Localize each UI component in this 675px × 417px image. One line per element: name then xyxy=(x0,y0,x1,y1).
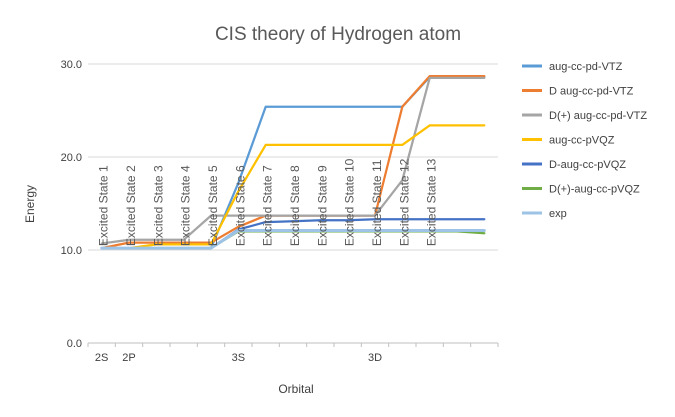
annotation-label: Excited State 10 xyxy=(343,158,357,246)
series-line-6 xyxy=(100,229,486,250)
legend-label: D(+) aug-cc-pd-VTZ xyxy=(549,110,647,122)
y-tick-label: 10.0 xyxy=(61,245,82,257)
annotation-label: Excited State 12 xyxy=(397,158,411,246)
x-category-label: 2P xyxy=(122,352,135,364)
legend-label: exp xyxy=(549,208,567,220)
y-axis-title: Energy xyxy=(23,185,37,223)
legend-label: D aug-cc-pd-VTZ xyxy=(549,86,634,98)
x-category-labels: 2S 2P 3S 3D xyxy=(87,343,499,364)
legend-label: D(+)-aug-cc-pVQZ xyxy=(549,184,640,196)
x-category-label: 2S xyxy=(95,352,108,364)
annotation-label: Excited State 5 xyxy=(206,165,220,246)
annotation-label: Excited State 2 xyxy=(124,165,138,246)
annotation-label: Excited State 9 xyxy=(315,165,329,246)
legend-label: aug-cc-pVQZ xyxy=(549,135,615,147)
x-category-label: 3D xyxy=(368,352,382,364)
chart-title: CIS theory of Hydrogen atom xyxy=(215,24,461,45)
y-tick-label: 20.0 xyxy=(61,152,82,164)
annotation-label: Excited State 1 xyxy=(97,165,111,246)
annotations: Excited State 1 Excited State 2 Excited St… xyxy=(97,158,439,246)
legend: aug-cc-pd-VTZ D aug-cc-pd-VTZ D(+) aug-cc-… xyxy=(522,61,647,220)
legend-label: aug-cc-pd-VTZ xyxy=(549,61,623,73)
legend-label: D-aug-cc-pVQZ xyxy=(549,159,626,171)
x-axis-title: Orbital xyxy=(278,382,313,396)
series-line-2 xyxy=(100,76,486,245)
annotation-label: Excited State 6 xyxy=(233,165,247,246)
series-lines xyxy=(100,74,486,250)
annotation-label: Excited State 4 xyxy=(179,165,193,246)
annotation-label: Excited State 11 xyxy=(370,159,384,246)
y-tick-label: 0.0 xyxy=(67,338,82,350)
grid xyxy=(88,63,498,344)
y-tick-labels: 0.0 10.0 20.0 30.0 xyxy=(61,59,82,350)
x-category-label: 3S xyxy=(232,352,245,364)
annotation-label: Excited State 13 xyxy=(425,158,439,246)
annotation-label: Excited State 8 xyxy=(288,165,302,246)
y-tick-label: 30.0 xyxy=(61,59,82,71)
annotation-label: Excited State 3 xyxy=(151,165,165,246)
annotation-label: Excited State 7 xyxy=(261,165,275,246)
series-line-3 xyxy=(100,124,486,250)
